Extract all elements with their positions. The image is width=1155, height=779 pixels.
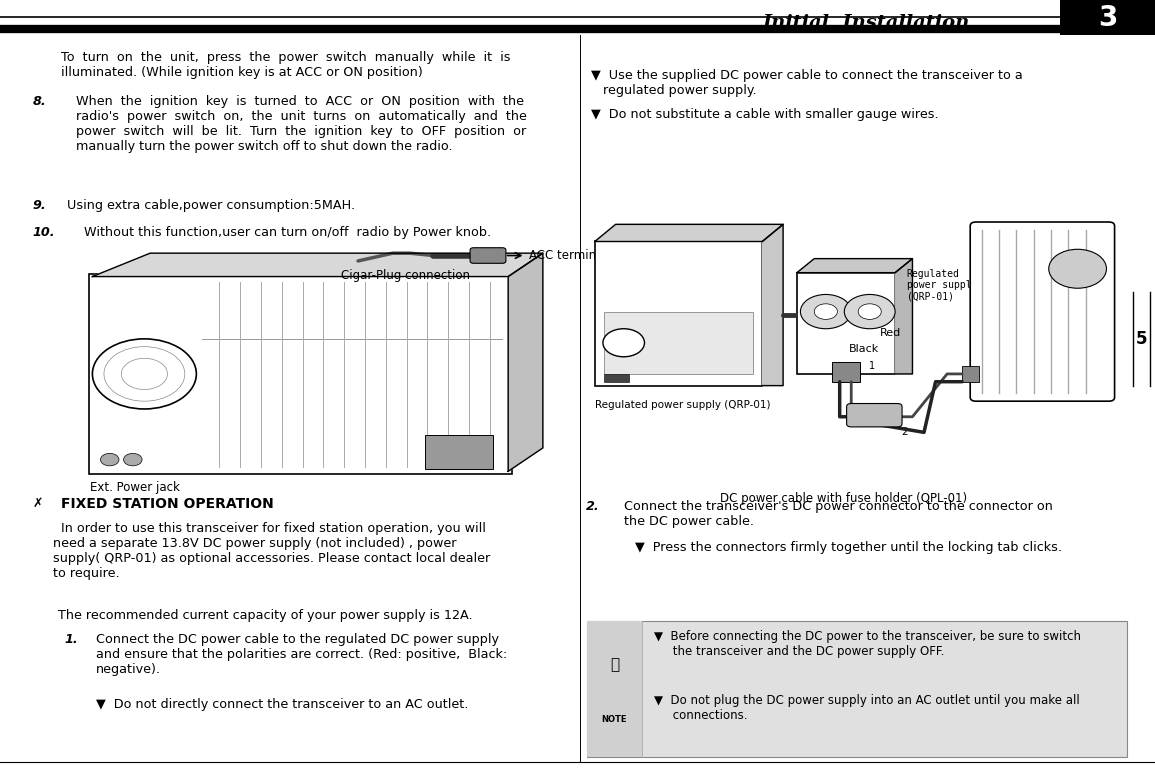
Text: Connect the DC power cable to the regulated DC power supply
and ensure that the : Connect the DC power cable to the regula… bbox=[96, 633, 507, 675]
FancyBboxPatch shape bbox=[970, 222, 1115, 401]
Text: 5: 5 bbox=[1135, 330, 1147, 348]
Text: 3: 3 bbox=[1098, 4, 1117, 31]
FancyBboxPatch shape bbox=[470, 248, 506, 263]
Bar bbox=[604, 374, 629, 382]
Circle shape bbox=[844, 294, 895, 329]
Text: Ext. Power jack: Ext. Power jack bbox=[90, 481, 180, 495]
Polygon shape bbox=[797, 259, 912, 273]
Text: FIXED STATION OPERATION: FIXED STATION OPERATION bbox=[61, 497, 274, 511]
Bar bbox=[604, 312, 753, 374]
Text: Red: Red bbox=[880, 329, 901, 338]
Polygon shape bbox=[762, 224, 783, 386]
Circle shape bbox=[800, 294, 851, 329]
Bar bbox=[587, 621, 1127, 757]
Text: Without this function,user can turn on/off  radio by Power knob.: Without this function,user can turn on/o… bbox=[84, 226, 491, 239]
Text: 2.: 2. bbox=[586, 500, 599, 513]
Text: ▼  Do not directly connect the transceiver to an AC outlet.: ▼ Do not directly connect the transceive… bbox=[96, 698, 468, 711]
Text: ▼  Use the supplied DC power cable to connect the transceiver to a
   regulated : ▼ Use the supplied DC power cable to con… bbox=[591, 69, 1023, 97]
Text: In order to use this transceiver for fixed station operation, you will
need a se: In order to use this transceiver for fix… bbox=[53, 522, 491, 580]
Text: 8.: 8. bbox=[32, 95, 46, 108]
Text: Connect the transceiver's DC power connector to the connector on
the DC power ca: Connect the transceiver's DC power conne… bbox=[624, 500, 1052, 528]
Bar bbox=[1060, 0, 1155, 35]
Text: ▼  Before connecting the DC power to the transceiver, be sure to switch
     the: ▼ Before connecting the DC power to the … bbox=[654, 630, 1081, 658]
Bar bbox=[587, 621, 642, 757]
Text: To  turn  on  the  unit,  press  the  power  switch  manually  while  it  is
ill: To turn on the unit, press the power swi… bbox=[61, 51, 511, 79]
Text: 🔈: 🔈 bbox=[610, 657, 619, 672]
Text: When  the  ignition  key  is  turned  to  ACC  or  ON  position  with  the
radio: When the ignition key is turned to ACC o… bbox=[76, 95, 527, 153]
FancyBboxPatch shape bbox=[847, 404, 902, 427]
Text: ✗: ✗ bbox=[32, 497, 43, 510]
Circle shape bbox=[100, 453, 119, 466]
Circle shape bbox=[603, 329, 644, 357]
Circle shape bbox=[1049, 249, 1106, 288]
Text: 1.: 1. bbox=[65, 633, 79, 646]
Text: 10.: 10. bbox=[32, 226, 55, 239]
Polygon shape bbox=[595, 224, 783, 241]
Text: Regulated
power supply
(QRP-01): Regulated power supply (QRP-01) bbox=[907, 269, 977, 302]
Text: 9.: 9. bbox=[32, 199, 46, 212]
Polygon shape bbox=[895, 259, 912, 374]
Circle shape bbox=[814, 304, 837, 319]
Circle shape bbox=[858, 304, 881, 319]
FancyBboxPatch shape bbox=[425, 435, 493, 469]
Bar bbox=[797, 273, 895, 374]
Text: NOTE: NOTE bbox=[602, 714, 627, 724]
Text: ACC terminal: ACC terminal bbox=[529, 249, 606, 262]
Bar bbox=[595, 241, 762, 386]
Polygon shape bbox=[508, 253, 543, 471]
FancyBboxPatch shape bbox=[89, 274, 512, 474]
Text: 2: 2 bbox=[901, 427, 908, 437]
Text: Initial  Installation: Initial Installation bbox=[762, 14, 970, 32]
Text: Black: Black bbox=[849, 344, 879, 354]
Polygon shape bbox=[92, 253, 543, 277]
Text: ▼  Press the connectors firmly together until the locking tab clicks.: ▼ Press the connectors firmly together u… bbox=[635, 541, 1063, 555]
Text: ▼  Do not plug the DC power supply into an AC outlet until you make all
     con: ▼ Do not plug the DC power supply into a… bbox=[654, 695, 1080, 722]
Bar bbox=[962, 366, 979, 382]
Text: Using extra cable,power consumption:5MAH.: Using extra cable,power consumption:5MAH… bbox=[67, 199, 355, 212]
Text: ▼  Do not substitute a cable with smaller gauge wires.: ▼ Do not substitute a cable with smaller… bbox=[591, 108, 939, 121]
Text: Cigar-Plug connection: Cigar-Plug connection bbox=[341, 269, 470, 282]
Text: The recommended current capacity of your power supply is 12A.: The recommended current capacity of your… bbox=[58, 609, 472, 622]
Text: DC power cable with fuse holder (QPL-01): DC power cable with fuse holder (QPL-01) bbox=[720, 492, 967, 506]
Circle shape bbox=[124, 453, 142, 466]
Text: 1: 1 bbox=[869, 361, 874, 371]
Bar bbox=[832, 362, 860, 382]
Text: Regulated power supply (QRP-01): Regulated power supply (QRP-01) bbox=[595, 400, 770, 410]
